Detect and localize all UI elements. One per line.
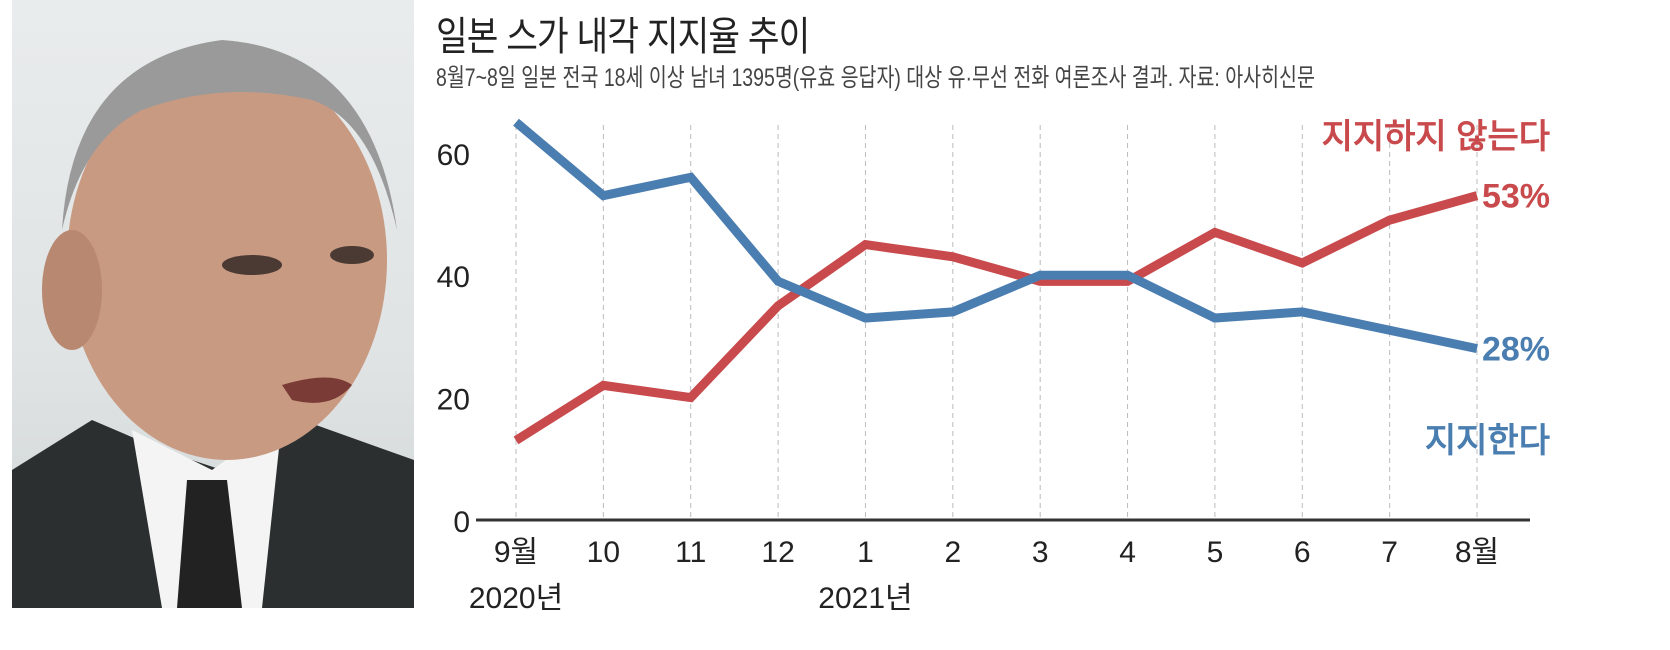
chart-title: 일본 스가 내각 지지율 추이 <box>436 15 810 59</box>
x-tick-label: 5 <box>1207 536 1224 569</box>
end-value-label: 53% <box>1482 178 1550 216</box>
x-tick-label: 8월 <box>1455 536 1499 569</box>
y-tick-label: 0 <box>453 506 470 539</box>
end-value-label: 28% <box>1482 331 1550 369</box>
x-tick-label: 2 <box>944 536 961 569</box>
x-tick-label: 1 <box>857 536 874 569</box>
x-tick-label: 11 <box>675 536 706 569</box>
portrait-illustration <box>12 40 414 608</box>
x-tick-label: 10 <box>587 536 620 569</box>
politician-photo <box>12 0 414 608</box>
year-label: 2021년 <box>818 582 912 615</box>
legend-label: 지지한다 <box>1425 422 1550 460</box>
x-tick-label: 3 <box>1032 536 1049 569</box>
year-label: 2020년 <box>469 582 563 615</box>
legend-label: 지지하지 않는다 <box>1322 118 1550 156</box>
x-tick-label: 7 <box>1381 536 1398 569</box>
x-tick-label: 9월 <box>494 536 538 569</box>
y-tick-label: 40 <box>437 261 470 294</box>
x-tick-label: 4 <box>1119 536 1136 569</box>
series-line-1 <box>513 118 1478 354</box>
y-tick-label: 20 <box>437 384 470 417</box>
y-tick-label: 60 <box>437 139 470 172</box>
x-tick-label: 6 <box>1294 536 1311 569</box>
x-tick-label: 12 <box>761 536 794 569</box>
series-line-0 <box>513 191 1479 445</box>
chart-subtitle: 8월7~8일 일본 전국 18세 이상 남녀 1395명(유효 응답자) 대상 … <box>436 64 1315 92</box>
